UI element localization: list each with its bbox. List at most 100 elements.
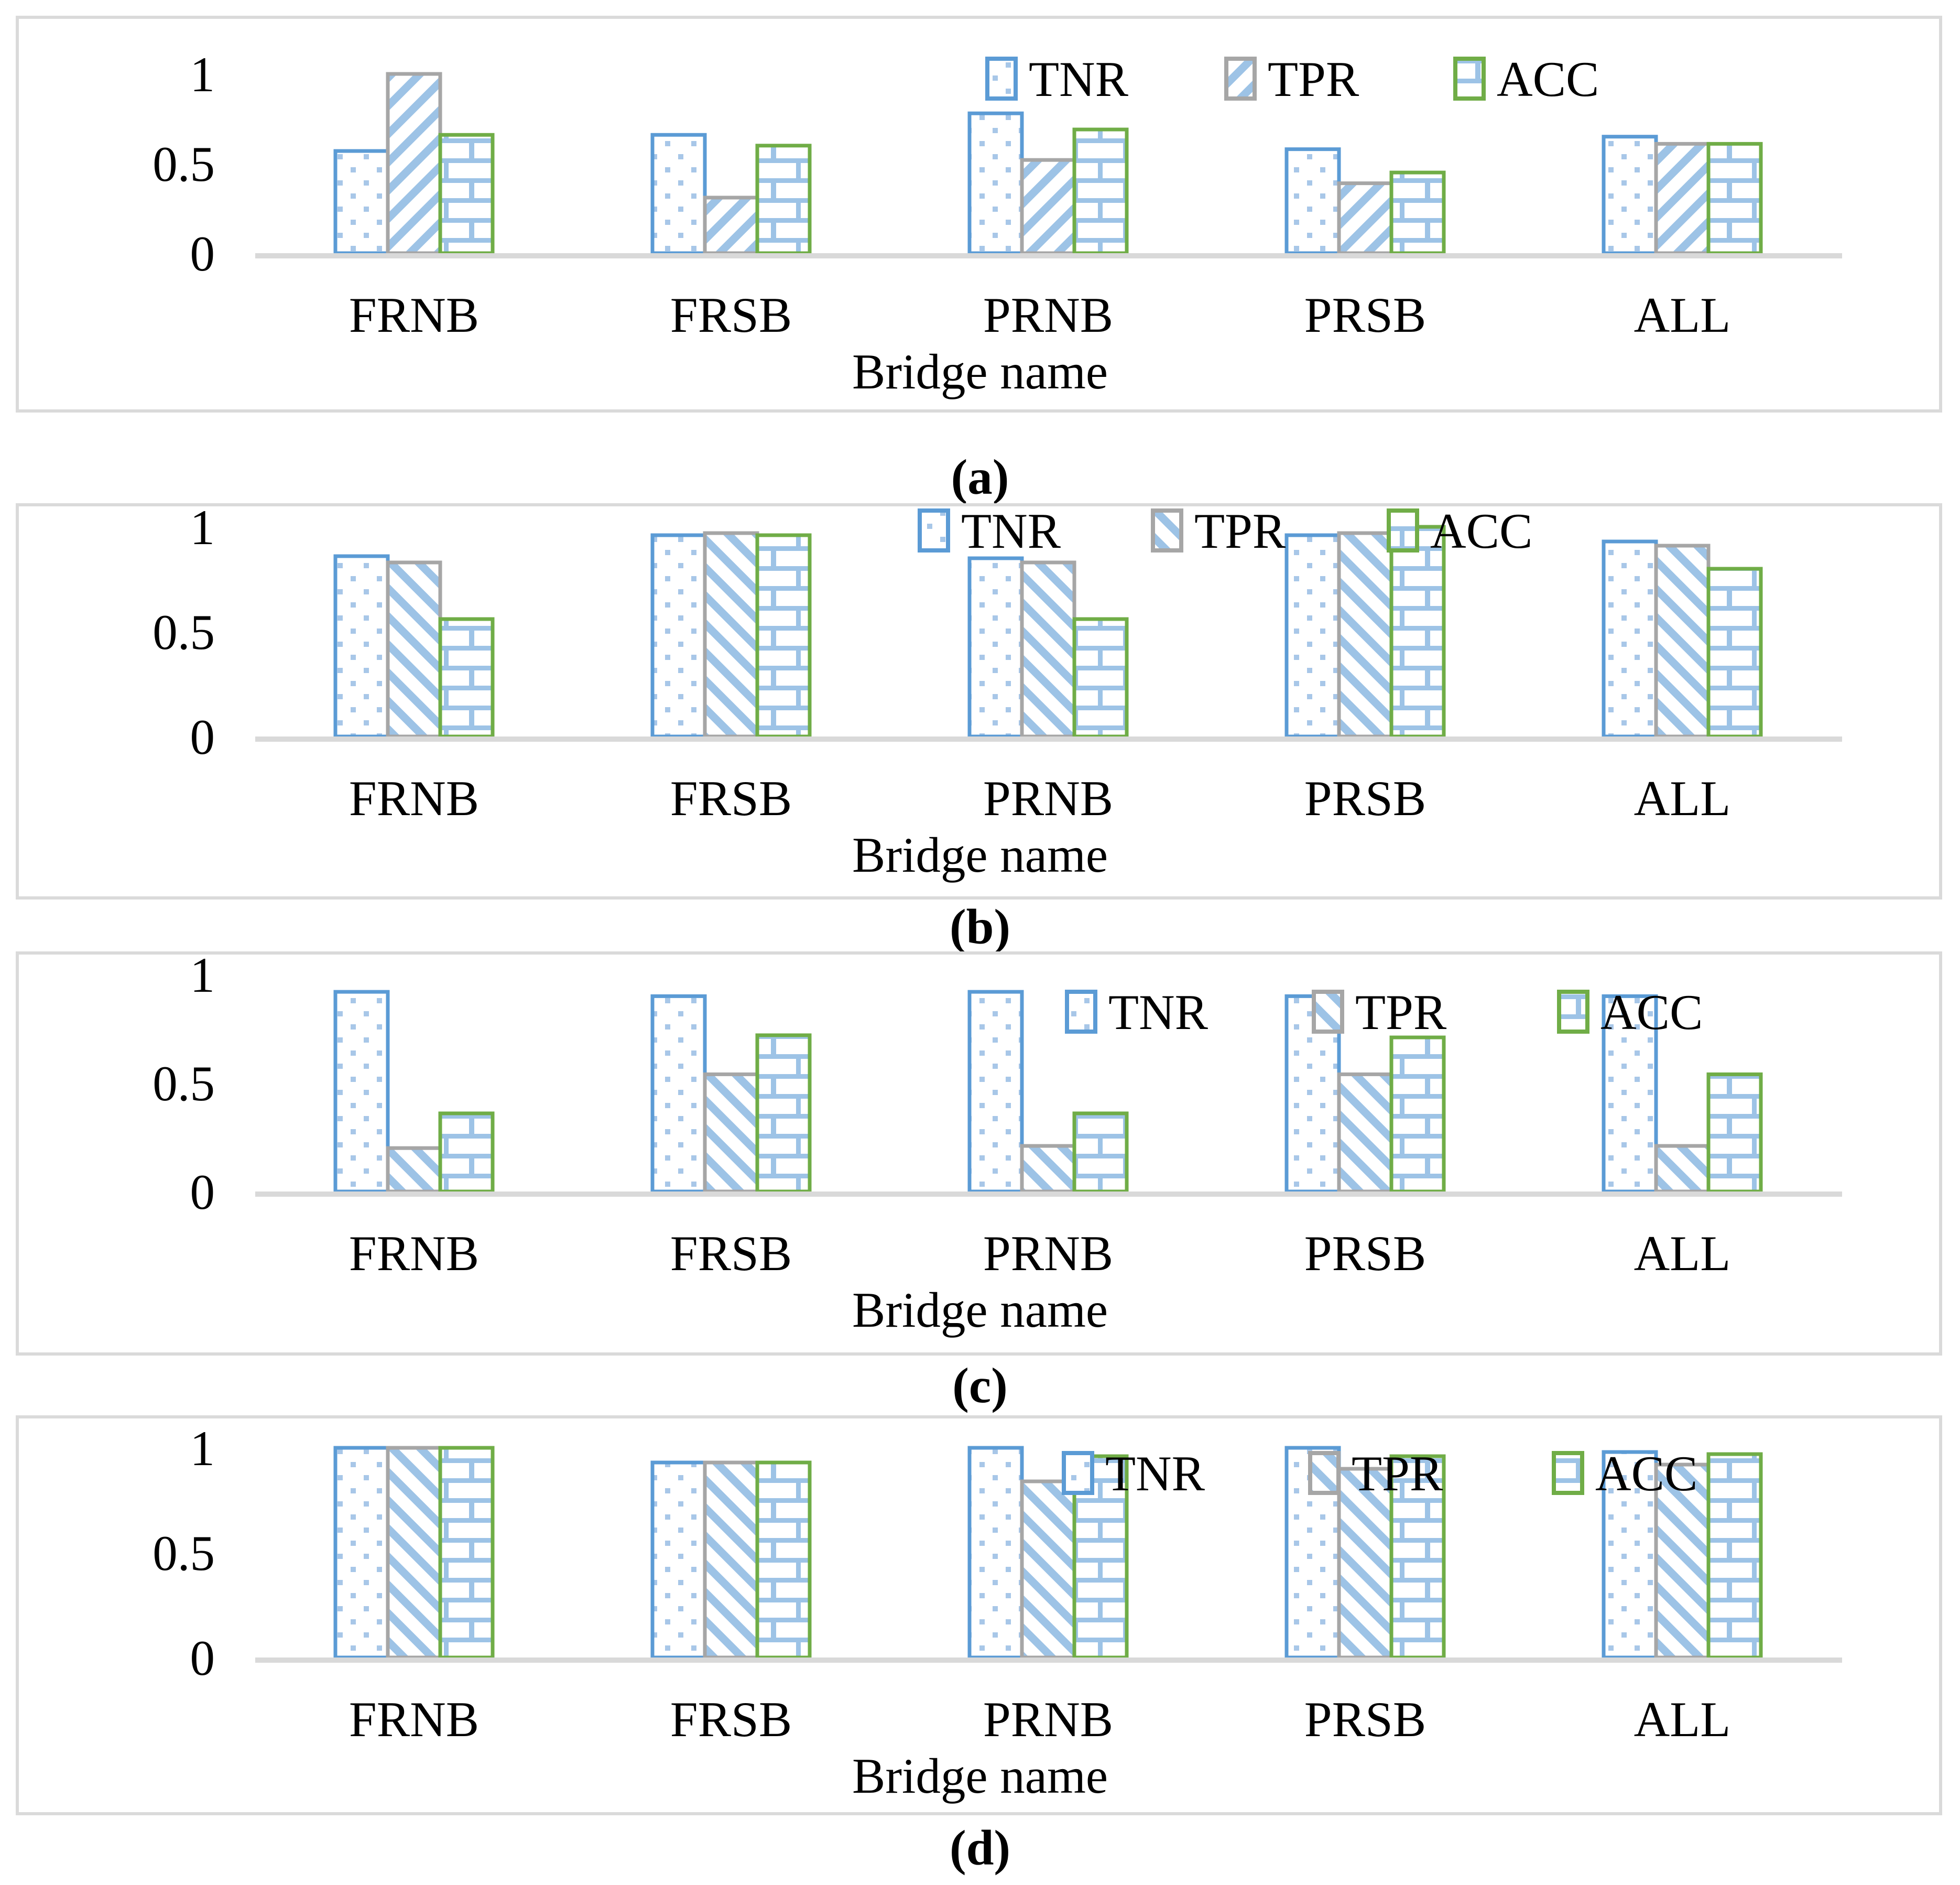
legend-item-TNR: TNR	[1065, 984, 1208, 1040]
x-tick-label-PRNB: PRNB	[983, 287, 1113, 343]
legend-swatch-ACC	[1453, 57, 1486, 101]
legend-item-TPR: TPR	[1312, 984, 1447, 1040]
legend-label-ACC: ACC	[1595, 1446, 1697, 1501]
bar-FRNB-TNR	[333, 554, 390, 739]
bar-PRNB-TNR	[967, 1446, 1024, 1660]
x-tick-label-ALL: ALL	[1634, 287, 1731, 343]
legend-item-TPR: TPR	[1151, 506, 1286, 559]
legend-item-ACC: ACC	[1557, 984, 1703, 1040]
x-tick-label-ALL: ALL	[1634, 1226, 1731, 1281]
legend-label-TNR: TNR	[961, 506, 1061, 559]
legend-label-TNR: TNR	[1108, 984, 1208, 1040]
x-tick-label-FRNB: FRNB	[349, 1692, 479, 1747]
bar-FRSB-TNR	[650, 533, 707, 739]
bar-FRSB-TPR	[703, 1460, 759, 1660]
bar-FRNB-ACC	[438, 617, 495, 739]
legend-label-TNR: TNR	[1105, 1446, 1205, 1501]
bar-ALL-TPR	[1654, 142, 1711, 255]
bar-FRNB-TPR	[386, 72, 442, 255]
bar-FRNB-TPR	[386, 1146, 442, 1194]
legend-item-TNR: TNR	[985, 51, 1129, 107]
bar-PRSB-TNR	[1284, 147, 1341, 255]
chart-panel-d: 0 0.5 1 FRNB FRSB PRNB PRSB ALL Bridge name TNR TP…	[16, 1415, 1942, 1815]
x-tick-label-ALL: ALL	[1634, 771, 1731, 826]
legend-swatch-ACC	[1552, 1451, 1584, 1495]
chart-panel-a: 0 0.5 1 FRNB FRSB PRNB PRSB ALL Bridge name TNR TP…	[16, 16, 1942, 413]
caption-b: (b)	[949, 899, 1011, 955]
legend-item-TPR: TPR	[1224, 51, 1359, 107]
legend-item-ACC: ACC	[1453, 51, 1599, 107]
bar-PRNB-TNR	[967, 556, 1024, 739]
bar-FRSB-TPR	[703, 1072, 759, 1194]
chart-panel-b: 0 0.5 1 FRNB FRSB PRNB PRSB ALL Bridge name TNR TP…	[16, 503, 1942, 900]
legend-item-TNR: TNR	[1062, 1446, 1205, 1501]
caption-d: (d)	[949, 1820, 1011, 1876]
bar-PRNB-ACC	[1072, 127, 1129, 255]
y-tick-label-0.5: 0.5	[153, 604, 215, 660]
chart-panel-c: 0 0.5 1 FRNB FRSB PRNB PRSB ALL Bridge name TNR TP…	[16, 951, 1942, 1356]
legend-item-TPR: TPR	[1308, 1446, 1443, 1501]
y-tick-label-1: 1	[190, 47, 215, 102]
y-tick-label-0: 0	[190, 1630, 215, 1686]
bar-chart-b: 0 0.5 1 FRNB FRSB PRNB PRSB ALL Bridge name TNR TP…	[153, 506, 1842, 883]
bar-FRNB-TPR	[386, 560, 442, 739]
bar-chart-d: 0 0.5 1 FRNB FRSB PRNB PRSB ALL Bridge name TNR TP…	[153, 1421, 1842, 1804]
bar-PRNB-TPR	[1020, 1144, 1076, 1194]
x-tick-label-PRNB: PRNB	[983, 1226, 1113, 1281]
legend-swatch-TPR	[1151, 508, 1183, 552]
legend-label-TPR: TPR	[1194, 506, 1286, 559]
y-tick-label-0.5: 0.5	[153, 136, 215, 192]
bar-PRNB-TPR	[1020, 158, 1076, 255]
bar-FRNB-TNR	[333, 990, 390, 1194]
x-tick-label-PRSB: PRSB	[1304, 771, 1426, 826]
legend-swatch-TPR	[1312, 990, 1344, 1034]
legend-item-ACC: ACC	[1552, 1446, 1697, 1501]
legend-item-TNR: TNR	[918, 506, 1061, 559]
x-axis-title: Bridge name	[852, 1748, 1108, 1804]
bar-ALL-ACC	[1706, 567, 1763, 739]
bar-FRSB-TNR	[650, 133, 707, 255]
bar-FRSB-TPR	[703, 531, 759, 739]
legend-label-TPR: TPR	[1268, 51, 1359, 107]
bar-ALL-ACC	[1706, 142, 1763, 255]
bar-FRSB-ACC	[755, 1460, 812, 1660]
bar-chart-c: 0 0.5 1 FRNB FRSB PRNB PRSB ALL Bridge name TNR TP…	[153, 955, 1842, 1338]
y-tick-label-0: 0	[190, 709, 215, 765]
y-tick-label-0.5: 0.5	[153, 1525, 215, 1581]
bar-PRSB-TPR	[1337, 1072, 1393, 1194]
bar-ALL-TNR	[1602, 135, 1658, 255]
bar-FRSB-ACC	[755, 1033, 812, 1194]
bar-PRNB-ACC	[1072, 1111, 1129, 1194]
legend-label-TNR: TNR	[1029, 51, 1129, 107]
x-tick-label-PRSB: PRSB	[1304, 287, 1426, 343]
bar-FRSB-ACC	[755, 533, 812, 739]
legend-swatch-ACC	[1557, 990, 1589, 1034]
y-tick-label-1: 1	[190, 1421, 215, 1476]
bar-ALL-ACC	[1706, 1452, 1763, 1660]
y-tick-label-0: 0	[190, 226, 215, 281]
bar-PRSB-TPR	[1337, 531, 1393, 739]
legend-swatch-ACC	[1387, 508, 1419, 552]
x-tick-label-FRSB: FRSB	[670, 771, 792, 826]
bar-ALL-TPR	[1654, 1144, 1711, 1194]
x-tick-label-FRSB: FRSB	[670, 287, 792, 343]
y-tick-label-0: 0	[190, 1164, 215, 1220]
legend-swatch-TNR	[1065, 990, 1097, 1034]
bar-PRNB-TPR	[1020, 560, 1076, 739]
bar-FRNB-TNR	[333, 149, 390, 255]
legend-item-ACC: ACC	[1387, 506, 1532, 559]
bar-FRNB-TPR	[386, 1446, 442, 1660]
legend-swatch-TNR	[918, 508, 950, 552]
bar-FRNB-TNR	[333, 1446, 390, 1660]
x-axis-title: Bridge name	[852, 827, 1108, 883]
legend-label-TPR: TPR	[1355, 984, 1447, 1040]
x-tick-label-FRNB: FRNB	[349, 1226, 479, 1281]
bar-FRSB-TPR	[703, 196, 759, 255]
legend-label-ACC: ACC	[1430, 506, 1532, 559]
bar-PRSB-ACC	[1389, 1454, 1446, 1660]
legend-label-ACC: ACC	[1600, 984, 1703, 1040]
x-tick-label-FRSB: FRSB	[670, 1226, 792, 1281]
bar-PRSB-TNR	[1284, 533, 1341, 739]
x-tick-label-PRNB: PRNB	[983, 771, 1113, 826]
